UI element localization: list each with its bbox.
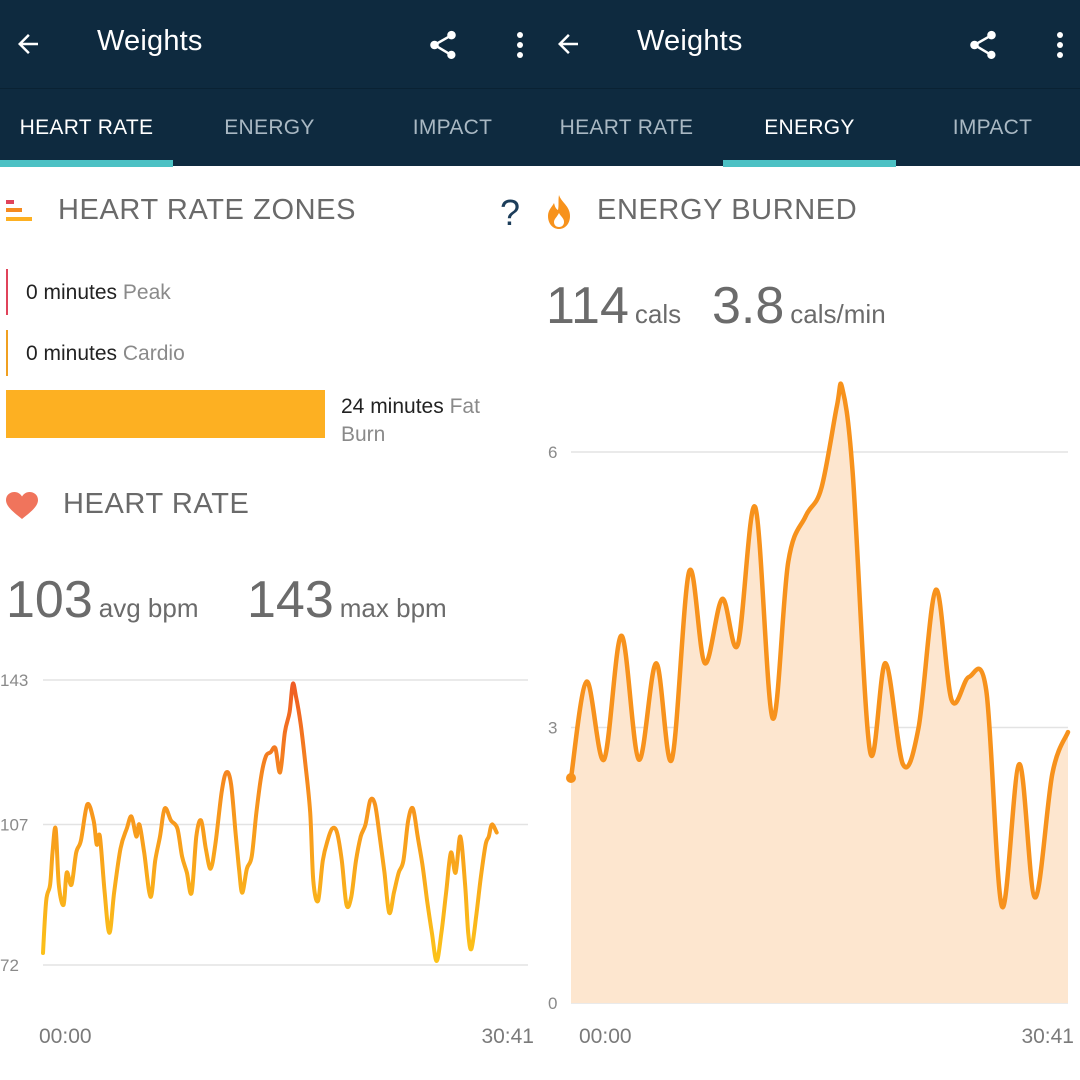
energy-start-point: [566, 773, 576, 784]
energy-area-fill: [571, 383, 1068, 1003]
zone-row-cardio: 0 minutes Cardio: [26, 342, 185, 366]
y-tick-label: 107: [0, 816, 28, 835]
heart-rate-screen: Weights HEART RATE ENERGY IMPACT HEART R…: [0, 0, 540, 1048]
x-tick-label-end: 30:41: [481, 1025, 534, 1048]
zone-fat-burn-label: Fat: [449, 395, 480, 418]
share-button[interactable]: [960, 22, 1006, 68]
app-bar: Weights: [0, 0, 540, 88]
max-bpm-unit: max bpm: [339, 593, 447, 623]
more-vertical-icon: [1057, 32, 1063, 58]
zone-peak-minutes: 0 minutes: [26, 281, 118, 304]
arrow-back-icon: [18, 34, 38, 54]
max-bpm-stat: 143 max bpm: [247, 570, 447, 630]
heart-rate-line: [41, 681, 499, 963]
tab-bar: HEART RATE ENERGY IMPACT: [540, 88, 1080, 167]
y-tick-label: 3: [548, 719, 557, 738]
page-title: Weights: [637, 25, 743, 57]
more-options-button[interactable]: [502, 22, 538, 68]
tab-impact[interactable]: IMPACT: [412, 116, 493, 139]
help-icon[interactable]: ?: [500, 192, 521, 233]
arrow-back-icon: [558, 34, 578, 54]
heart-rate-title: HEART RATE: [63, 488, 250, 520]
total-cals-value: 114: [546, 277, 629, 335]
zone-row-fat-burn: 24 minutes Fat Burn: [341, 393, 536, 449]
avg-bpm-stat: 103 avg bpm: [6, 570, 199, 630]
y-tick-label: 143: [0, 671, 28, 690]
more-options-button[interactable]: [1042, 22, 1078, 68]
back-button[interactable]: [8, 24, 48, 64]
zone-fat-burn-minutes: 24 minutes: [341, 395, 444, 418]
energy-title: ENERGY BURNED: [597, 194, 858, 226]
share-icon: [970, 30, 996, 60]
avg-bpm-value: 103: [6, 571, 93, 629]
zones-icon: [6, 200, 32, 221]
zone-peak-label: Peak: [122, 281, 171, 304]
share-icon: [430, 30, 456, 60]
zone-marker-cardio: [6, 330, 8, 376]
heart-rate-chart: 143 107 72 00:00 30:41: [0, 671, 534, 1048]
x-tick-label-end: 30:41: [1021, 1025, 1074, 1048]
tab-heart-rate[interactable]: HEART RATE: [0, 89, 173, 167]
y-tick-label: 72: [0, 956, 19, 975]
heart-icon: [6, 492, 38, 519]
zone-fat-burn-label-2: Burn: [341, 423, 386, 446]
cals-per-min-unit: cals/min: [790, 299, 886, 329]
energy-chart: 6 3 0 00:00 30:41: [548, 381, 1074, 1048]
y-tick-label: 0: [548, 994, 557, 1013]
zone-marker-peak: [6, 269, 8, 315]
zone-cardio-minutes: 0 minutes: [26, 342, 118, 365]
x-tick-label-start: 00:00: [39, 1025, 92, 1048]
energy-screen: Weights HEART RATE ENERGY IMPACT ENERGY …: [540, 0, 1080, 1080]
back-button[interactable]: [548, 24, 588, 64]
flame-icon: [548, 195, 570, 229]
cals-per-min-value: 3.8: [712, 277, 785, 335]
tab-impact[interactable]: IMPACT: [952, 116, 1033, 139]
tab-bar: HEART RATE ENERGY IMPACT: [0, 88, 540, 167]
share-button[interactable]: [420, 22, 466, 68]
more-vertical-icon: [517, 32, 523, 58]
y-tick-label: 6: [548, 443, 557, 462]
max-bpm-value: 143: [247, 571, 334, 629]
tab-heart-rate[interactable]: HEART RATE: [559, 116, 694, 139]
x-tick-label-start: 00:00: [579, 1025, 632, 1048]
zone-row-peak: 0 minutes Peak: [26, 281, 171, 305]
cals-per-min-stat: 3.8 cals/min: [712, 276, 886, 336]
total-cals-unit: cals: [634, 299, 682, 329]
app-bar: Weights: [540, 0, 1080, 88]
zone-cardio-label: Cardio: [122, 342, 185, 365]
tab-energy[interactable]: ENERGY: [224, 116, 315, 139]
zone-bar-fat-burn: [6, 390, 325, 438]
total-cals-stat: 114 cals: [546, 276, 681, 336]
zones-title: HEART RATE ZONES: [58, 194, 357, 226]
energy-line: [568, 381, 1071, 910]
page-title: Weights: [97, 25, 203, 57]
avg-bpm-unit: avg bpm: [98, 593, 199, 623]
tab-energy[interactable]: ENERGY: [723, 89, 896, 167]
